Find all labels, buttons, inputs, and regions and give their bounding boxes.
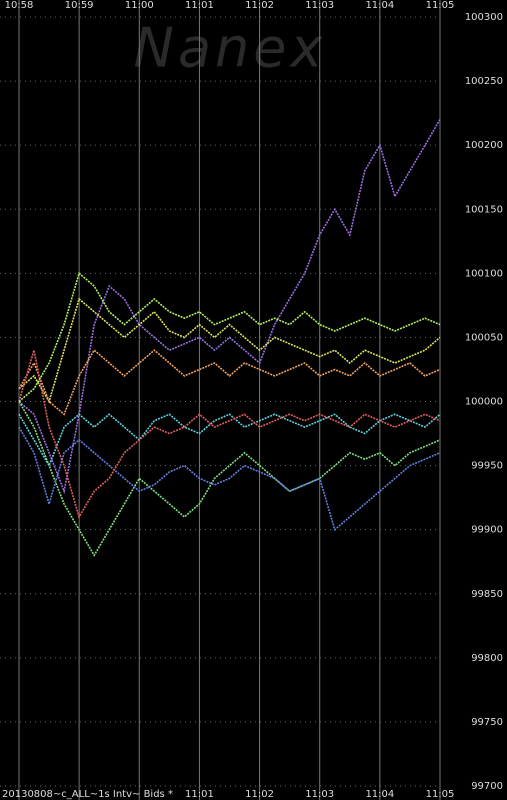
watermark: Nanex <box>134 17 327 80</box>
x-tick-label: 11:00 <box>125 0 154 11</box>
x-tick-label: 11:05 <box>426 0 455 11</box>
y-tick-label: 100100 <box>465 268 503 279</box>
y-tick-label: 99850 <box>471 589 503 600</box>
series-line <box>18 271 441 403</box>
x-tick-label: 11:01 <box>185 789 214 800</box>
series-line <box>18 413 441 468</box>
y-tick-label: 100250 <box>465 76 503 87</box>
y-tick-label: 100050 <box>465 332 503 343</box>
x-tick-label: 10:58 <box>5 0 34 11</box>
x-tick-label: 11:01 <box>185 0 214 11</box>
plot-area <box>18 119 441 557</box>
y-tick-label: 100300 <box>465 12 503 23</box>
y-tick-label: 99900 <box>471 525 503 536</box>
x-tick-label: 11:03 <box>305 789 334 800</box>
x-tick-label: 11:04 <box>365 789 394 800</box>
y-tick-label: 100150 <box>465 204 503 215</box>
x-tick-label: 11:03 <box>305 0 334 11</box>
series-line <box>18 349 441 519</box>
series-line <box>18 401 441 557</box>
series-line <box>18 348 441 416</box>
series-line <box>18 426 441 532</box>
series-line <box>18 297 441 404</box>
y-tick-label: 99800 <box>471 653 503 664</box>
x-tick-label: 11:02 <box>245 789 274 800</box>
x-tick-label: 10:59 <box>65 0 94 11</box>
x-tick-label: 11:02 <box>245 0 274 11</box>
x-tick-label: 11:04 <box>365 0 394 11</box>
y-tick-label: 100000 <box>465 397 503 408</box>
y-tick-label: 99750 <box>471 717 503 728</box>
grid <box>0 0 441 800</box>
y-tick-label: 99700 <box>471 781 503 792</box>
footer: 20130808~c_ALL~1s Intv~ Bids * <box>2 789 173 800</box>
y-tick-label: 99950 <box>471 461 503 472</box>
x-tick-label: 11:05 <box>426 789 455 800</box>
labels: 99700 99750 99800 99850 99900 99950 100000 1000… <box>5 0 503 800</box>
y-tick-label: 100200 <box>465 140 503 151</box>
series-line <box>18 119 441 495</box>
